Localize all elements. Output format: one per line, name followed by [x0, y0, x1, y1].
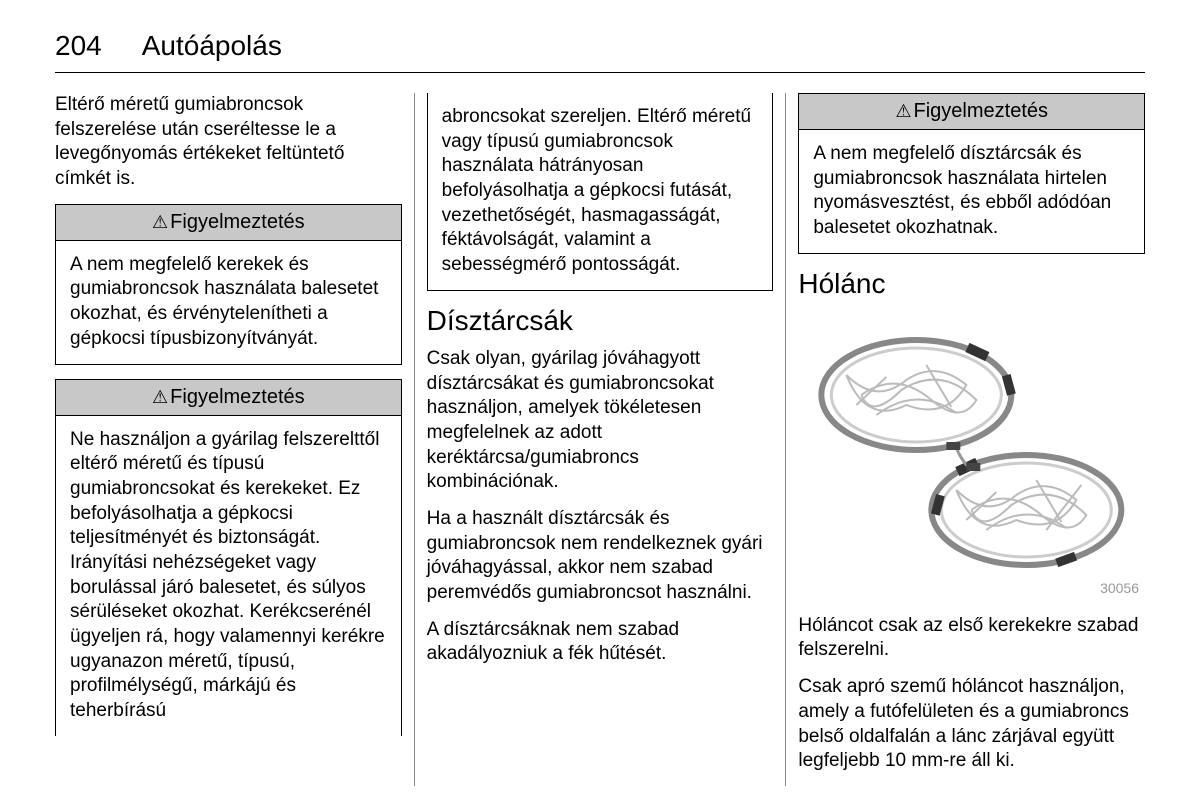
warning-title: Figyelmeztetés	[170, 386, 305, 408]
warning-triangle-icon: ⚠	[152, 212, 168, 233]
warning-title: Figyelmeztetés	[914, 100, 1049, 122]
snow-chain-illustration	[798, 310, 1145, 600]
figure-number: 30056	[1100, 580, 1139, 596]
figure-snow-chains: 30056	[798, 310, 1145, 600]
paragraph: A dísztárcsáknak nem szabad akadályozniu…	[427, 618, 774, 667]
content-columns: Eltérő méretű gumiabroncsok felszerelése…	[55, 93, 1145, 786]
paragraph: Ha a használt dísztárcsák és gumiabroncs…	[427, 507, 774, 606]
warning-box-2-continued: abroncsokat szereljen. Eltérő méretű vag…	[427, 93, 774, 291]
column-1: Eltérő méretű gumiabroncsok felszerelése…	[55, 93, 415, 786]
section-heading-wheel-covers: Dísztárcsák	[427, 305, 774, 337]
paragraph: Csak apró szemű hóláncot használjon, ame…	[798, 675, 1145, 774]
warning-header: ⚠Figyelmeztetés	[799, 94, 1144, 130]
warning-body: A nem megfelelő dísztárcsák és gumiabron…	[799, 130, 1144, 253]
warning-triangle-icon: ⚠	[152, 387, 168, 408]
page-title: Autóápolás	[142, 30, 282, 62]
warning-triangle-icon: ⚠	[895, 101, 911, 122]
column-2: abroncsokat szereljen. Eltérő méretű vag…	[415, 93, 787, 786]
warning-body: abroncsokat szereljen. Eltérő méretű vag…	[428, 93, 773, 290]
warning-box-3: ⚠Figyelmeztetés A nem megfelelő dísztárc…	[798, 93, 1145, 254]
warning-box-2: ⚠Figyelmeztetés Ne használjon a gyárilag…	[55, 379, 402, 736]
paragraph: Hóláncot csak az első kerekekre szabad f…	[798, 614, 1145, 663]
column-3: ⚠Figyelmeztetés A nem megfelelő dísztárc…	[786, 93, 1145, 786]
warning-body: A nem megfelelő kerekek és gumiabroncsok…	[56, 241, 401, 364]
warning-body: Ne használjon a gyárilag felszerelttől e…	[56, 416, 401, 736]
intro-paragraph: Eltérő méretű gumiabroncsok felszerelése…	[55, 93, 402, 192]
page-header: 204 Autóápolás	[55, 30, 1145, 73]
section-heading-snow-chains: Hólánc	[798, 268, 1145, 300]
warning-box-1: ⚠Figyelmeztetés A nem megfelelő kerekek …	[55, 204, 402, 365]
page-number: 204	[55, 30, 102, 62]
paragraph: Csak olyan, gyárilag jóváhagyott dísztár…	[427, 347, 774, 495]
warning-header: ⚠Figyelmeztetés	[56, 205, 401, 241]
warning-title: Figyelmeztetés	[170, 211, 305, 233]
warning-header: ⚠Figyelmeztetés	[56, 380, 401, 416]
